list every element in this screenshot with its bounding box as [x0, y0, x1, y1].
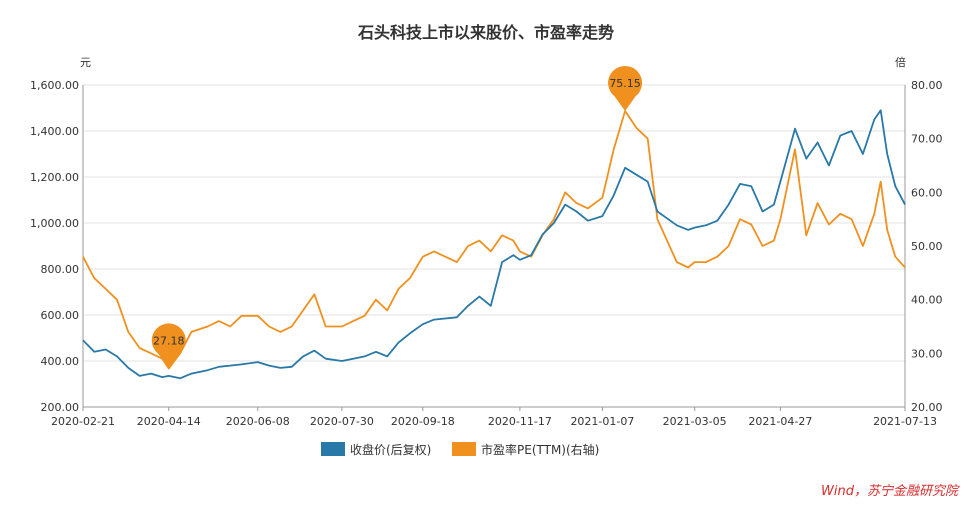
annotation-pin: 75.15: [608, 65, 643, 112]
series-lines: [82, 109, 906, 380]
y-right-tick-label: 70.00: [911, 133, 943, 146]
y-right-tick-label: 80.00: [911, 79, 943, 92]
x-tick-label: 2021-04-27: [748, 415, 812, 428]
y-left-tick-label: 1,600.00: [30, 79, 79, 92]
right-axis-unit: 倍: [895, 55, 906, 69]
y-left-axis: 200.00 400.00 600.00 800.00 1,000.00 1,200.00…: [30, 79, 84, 414]
x-tick-label: 2020-02-21: [51, 415, 115, 428]
legend: 收盘价(后复权) 市盈率PE(TTM)(右轴): [321, 442, 599, 457]
x-tick-label: 2020-06-08: [226, 415, 290, 428]
y-right-axis: 20.00 30.00 40.00 50.00 60.00 70.00 80.00: [904, 79, 943, 414]
grid: [83, 84, 905, 408]
x-tick-label: 2020-04-14: [137, 415, 201, 428]
y-left-tick-label: 800.00: [41, 263, 80, 276]
x-tick-label: 2020-09-18: [391, 415, 455, 428]
y-right-tick-label: 50.00: [911, 240, 943, 253]
x-tick-label: 2021-01-07: [570, 415, 634, 428]
y-left-tick-label: 1,400.00: [30, 125, 79, 138]
y-left-tick-label: 1,000.00: [30, 217, 79, 230]
legend-swatch-price: [321, 442, 345, 456]
y-left-tick-label: 1,200.00: [30, 171, 79, 184]
source-note: Wind，苏宁金融研究院: [821, 483, 960, 499]
y-right-tick-label: 20.00: [911, 401, 943, 414]
annotations: 27.18 75.15: [151, 65, 643, 369]
y-left-tick-label: 400.00: [41, 355, 80, 368]
annotation-label: 75.15: [609, 77, 641, 90]
left-axis-unit: 元: [80, 56, 91, 69]
y-right-tick-label: 60.00: [911, 186, 943, 199]
y-left-tick-label: 200.00: [41, 401, 80, 414]
x-tick-label: 2021-03-05: [663, 415, 727, 428]
x-tick-label: 2020-11-17: [488, 415, 552, 428]
y-right-tick-label: 40.00: [911, 294, 943, 307]
legend-swatch-pe: [452, 442, 476, 456]
legend-label-pe: 市盈率PE(TTM)(右轴): [481, 442, 599, 457]
legend-label-price: 收盘价(后复权): [350, 442, 431, 457]
series-line-pe: [82, 110, 906, 370]
annotation-label: 27.18: [153, 334, 185, 347]
series-line-price: [82, 109, 906, 380]
y-right-tick-label: 30.00: [911, 347, 943, 360]
annotation-pin: 27.18: [151, 323, 186, 369]
y-left-tick-label: 600.00: [41, 309, 80, 322]
annotation-pin-shape: [151, 323, 186, 369]
annotation-pin-shape: [608, 65, 643, 112]
x-tick-label: 2020-07-30: [310, 415, 374, 428]
x-axis: 2020-02-21 2020-04-14 2020-06-08 2020-07-30…: [51, 406, 937, 428]
x-tick-label: 2021-07-13: [873, 415, 937, 428]
chart-title: 石头科技上市以来股价、市盈率走势: [357, 23, 614, 42]
